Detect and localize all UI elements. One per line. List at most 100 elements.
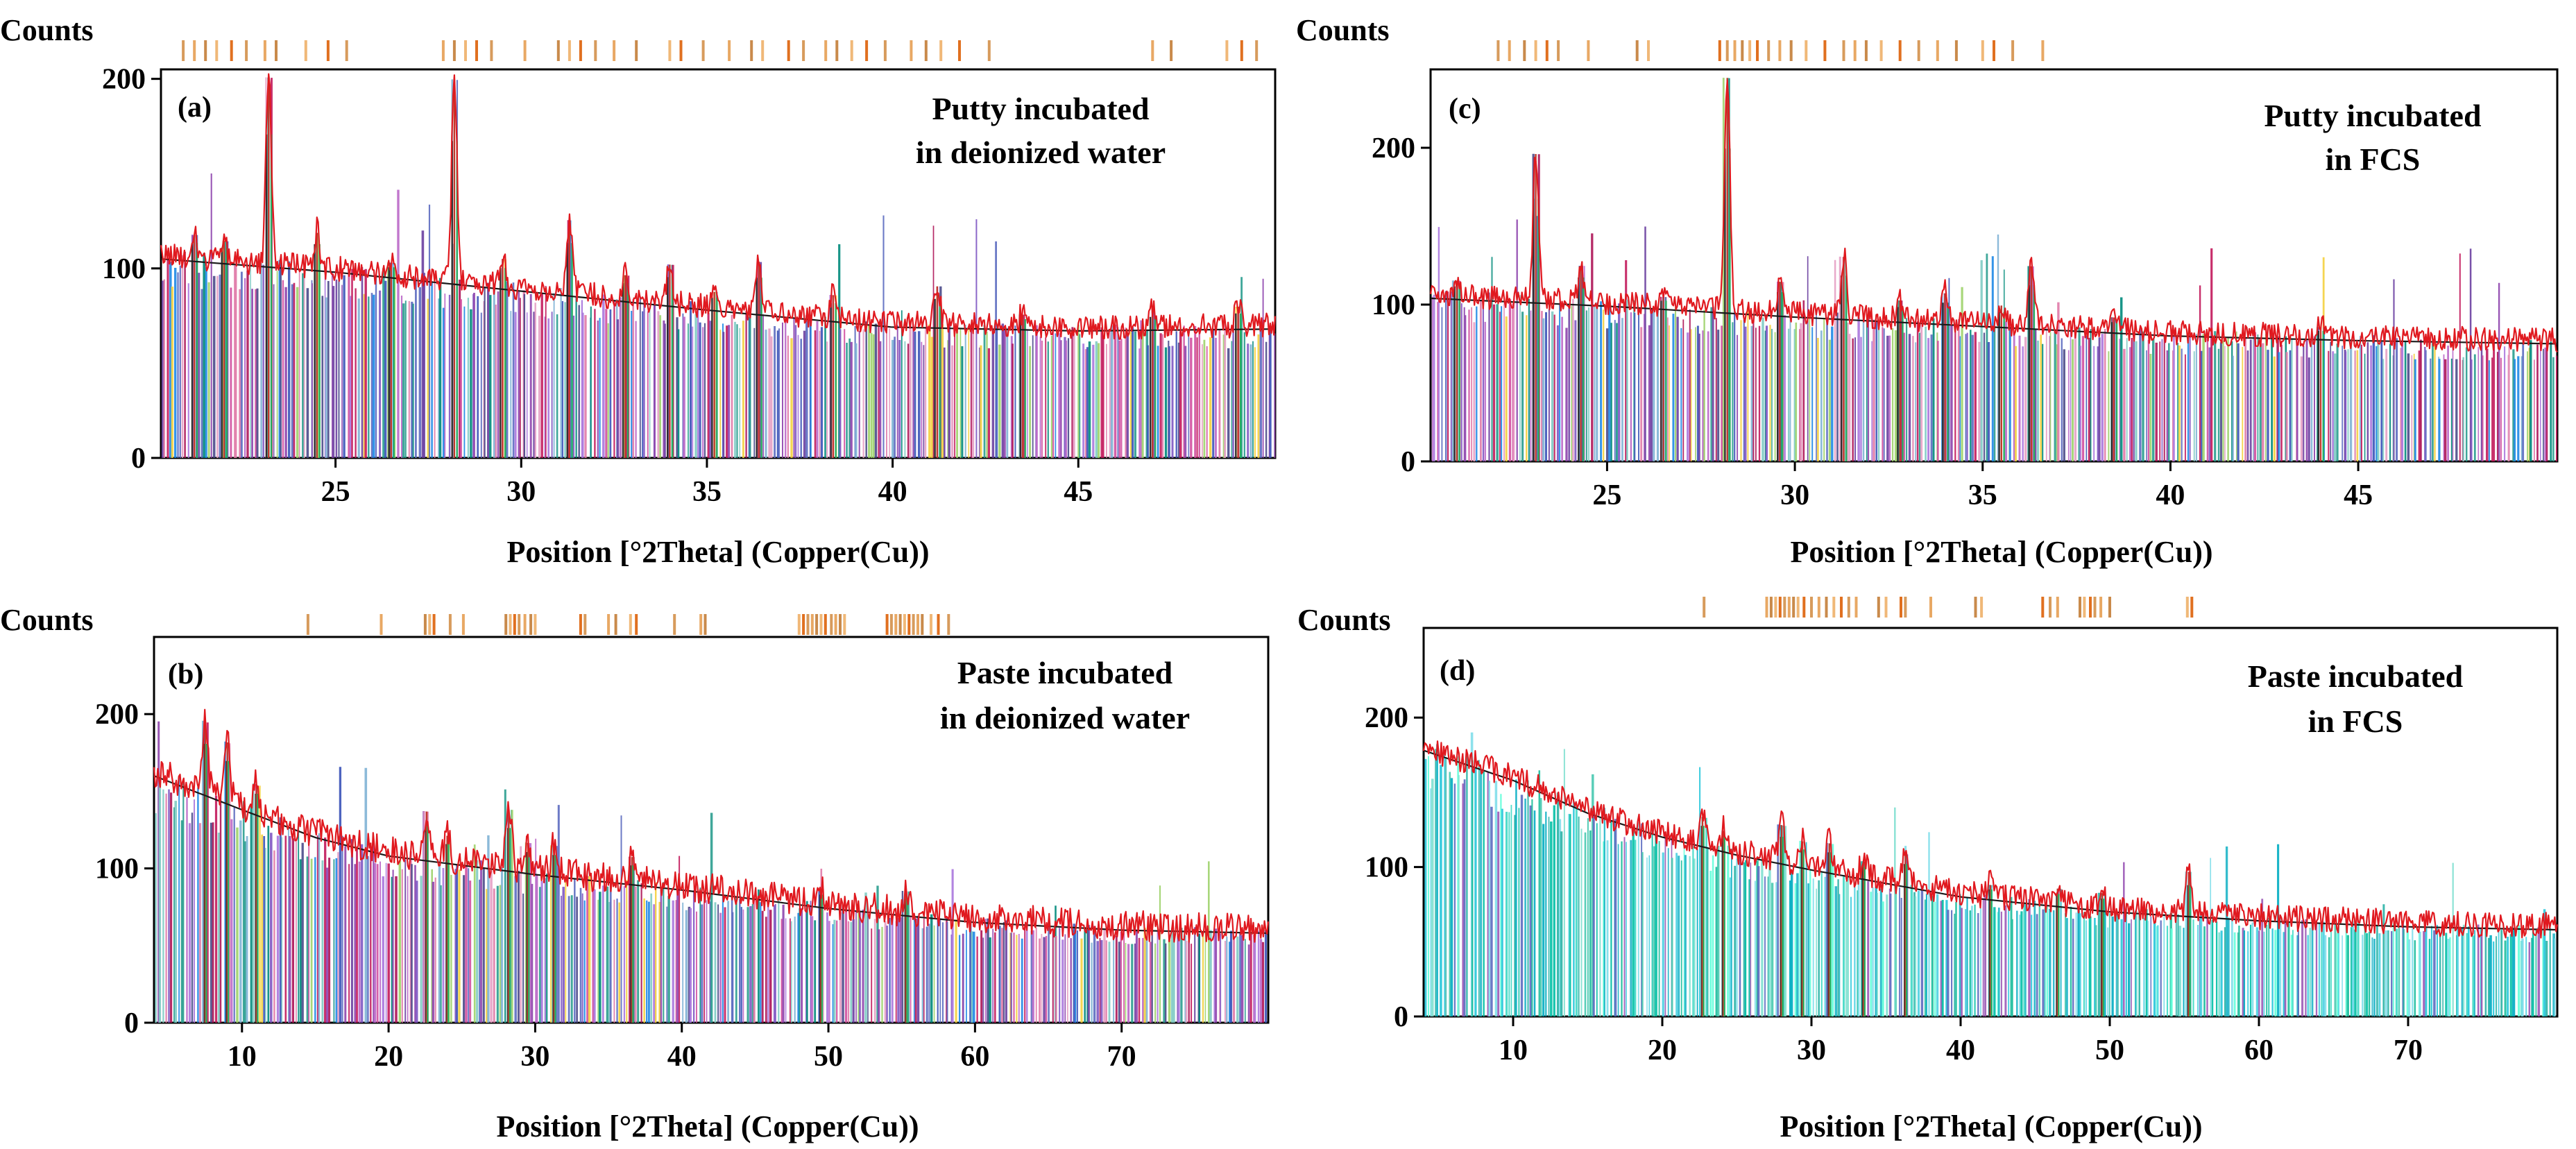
panel-a-reference-tick [204,40,207,61]
panel-b-reference-tick [379,614,383,635]
panel-a-reference-tick [182,40,185,61]
panel-c-reference-tick [1898,40,1902,61]
panel-b-x-tick-label: 60 [960,1041,989,1073]
panel-c-reference-tick [1993,40,1995,61]
panel-b-counts-label: Counts [0,603,94,637]
panel-c-reference-tick [1508,40,1511,61]
panel-b-reference-tick [930,614,932,635]
panel-c-reference-tick [1789,40,1793,61]
panel-b-reference-tick [912,614,915,635]
panel-b-y-tick-label: 200 [95,699,139,731]
panel-c-x-tick-label: 35 [1968,479,1997,511]
panel-b-reference-ticks [306,614,950,635]
panel-c-reference-tick [1545,40,1549,61]
panel-d-reference-tick [2049,597,2052,618]
panel-b-reference-tick [629,614,632,635]
panel-d-reference-tick [2099,597,2103,618]
panel-a-y-tick-label: 200 [102,64,146,96]
panel-b-y-ticks: 0 100 200 [95,699,154,1039]
panel-d-reference-tick [1980,597,1984,618]
panel-a-reference-tick [668,40,672,61]
panel-d-x-tick-label: 40 [1946,1035,1975,1066]
panel-a-reference-tick [490,40,493,61]
panel-b-reference-tick [843,614,846,635]
panel-d-y-ticks: 0 100 200 [1365,702,1424,1033]
panel-a-y-tick-label: 100 [102,253,146,285]
panel-c-x-tick-label: 25 [1592,479,1621,511]
panel-a-reference-tick [556,40,560,61]
panel-d-reference-tick [1840,597,1843,618]
panel-a-counts-label: Counts [0,13,94,47]
panel-c-reference-tick [1748,40,1752,61]
panel-b-reference-tick [802,614,805,635]
panel-d-reference-tick [1774,597,1777,618]
panel-d: Counts 0 100 200 10 20 30 40 50 60 70 (d) Paste … [1297,597,2559,1143]
panel-a-reference-tick [824,40,828,61]
panel-c-reference-tick [1534,40,1537,61]
panel-d-x-ticks: 10 20 30 40 50 60 70 [1499,1016,2423,1066]
panel-d-reference-tick [1769,597,1773,618]
panel-b-label: (b) [168,658,203,690]
panel-b-intensity-line [153,708,1270,943]
panel-a-reference-tick [635,40,638,61]
panel-d-reference-tick [2041,597,2045,618]
panel-b-reference-tick [509,614,512,635]
panel-b-reference-tick [504,614,508,635]
panel-b-reference-tick [513,614,516,635]
panel-b-reference-tick [824,614,827,635]
panel-c-reference-tick [2041,40,2045,61]
panel-a-reference-tick [939,40,943,61]
panel-b-reference-tick [907,614,911,635]
panel-c-x-ticks: 25 30 35 40 45 [1592,461,2373,511]
panel-b-y-tick-label: 100 [95,853,139,885]
panel-d-reference-tick [1810,597,1813,618]
panel-b-reference-tick [529,614,533,635]
panel-a-reference-tick [1151,40,1154,61]
panel-d-reference-tick [2185,597,2189,618]
panel-d-intensity-curve [1422,740,2559,939]
panel-a-reference-tick [958,40,961,61]
panel-a-reference-tick [193,40,196,61]
panel-c-reference-tick [1718,40,1721,61]
panel-a-x-tick-label: 40 [878,476,907,508]
panel-a-reference-tick [613,40,616,61]
panel-a-reference-tick [910,40,913,61]
panel-a-x-tick-label: 35 [692,476,722,508]
panel-c-reference-tick [1954,40,1958,61]
panel-a-reference-tick [750,40,753,61]
panel-c-label: (c) [1449,93,1481,125]
panel-a-reference-tick [523,40,527,61]
panel-c-reference-tick [1557,40,1560,61]
panel-b-reference-tick [428,614,432,635]
panel-a-reference-tick [728,40,731,61]
panel-c: Counts 0 100 200 25 30 35 40 45 (c) Putty incu… [1296,13,2559,569]
panel-c-reference-tick [1725,40,1729,61]
panel-d-y-tick-label: 200 [1365,702,1408,734]
panel-c-title-line1: Putty incubated [2264,98,2482,133]
panel-d-x-tick-label: 30 [1797,1035,1826,1066]
panel-b-reference-tick [916,614,919,635]
panel-a-reference-tick [679,40,683,61]
panel-b-reference-tick [703,614,707,635]
panel-d-reference-tick [2093,597,2097,618]
panel-a-reference-tick [464,40,467,61]
panel-b-reference-tick [839,614,842,635]
panel-b-reference-tick [815,614,819,635]
panel-d-reference-tick [1802,597,1806,618]
panel-a-reference-tick [230,40,233,61]
panel-a-y-tick-label: 0 [131,443,146,475]
panel-b-reference-tick [423,614,427,635]
panel-c-y-tick-label: 100 [1372,289,1415,321]
panel-d-reference-tick [1703,597,1706,618]
panel-b-reference-tick [819,614,823,635]
panel-d-title-line2: in FCS [2308,704,2403,739]
panel-c-x-tick-label: 30 [1780,479,1809,511]
panel-c-reference-tick [1587,40,1590,61]
panel-c-intensity-line [1429,80,2558,352]
panel-a-reference-tick [761,40,765,61]
panel-d-reference-tick [1817,597,1820,618]
panel-c-reference-tick [1647,40,1650,61]
panel-c-reference-tick [1981,40,1984,61]
panel-b-reference-tick [937,614,940,635]
